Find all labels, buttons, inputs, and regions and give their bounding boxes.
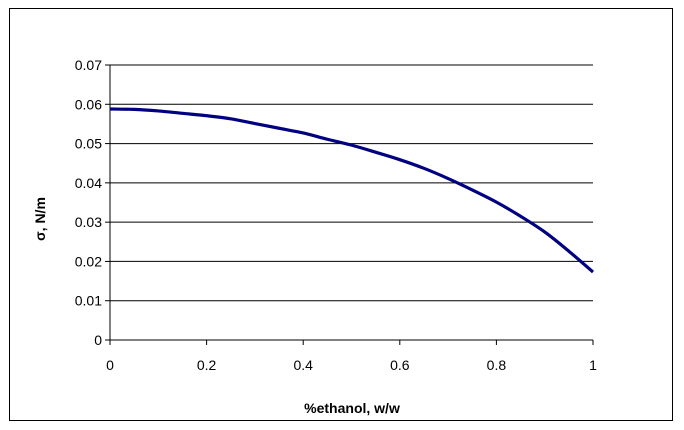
x-tick-label-2: 0.4 [293,357,313,373]
y-tick-label-5: 0.05 [75,136,102,152]
gridlines [110,64,593,302]
x-tick-label-0: 0 [106,357,114,373]
y-tick-label-7: 0.07 [75,57,102,73]
x-tick-label-3: 0.6 [390,357,410,373]
chart-frame [9,8,673,421]
y-tick-label-0: 0 [94,332,102,348]
y-tick-label-3: 0.03 [75,214,102,230]
x-tick-label-1: 0.2 [197,357,217,373]
y-tick-label-6: 0.06 [75,96,102,112]
x-axis-title: %ethanol, w/w [304,400,400,416]
y-tick-label-4: 0.04 [75,175,102,191]
axes [105,64,594,345]
y-axis-title: σ, N/m [32,197,48,241]
x-tick-label-5: 1 [589,357,597,373]
x-tick-label-4: 0.8 [487,357,507,373]
y-tick-label-1: 0.01 [75,293,102,309]
series-lines [109,107,595,274]
x-tick-labels: 0 0.2 0.4 0.6 0.8 1 [106,357,597,373]
y-tick-labels: 0 0.01 0.02 0.03 0.04 0.05 0.06 0.07 [75,57,102,348]
y-tick-label-2: 0.02 [75,253,102,269]
series-line-0 [109,107,595,274]
